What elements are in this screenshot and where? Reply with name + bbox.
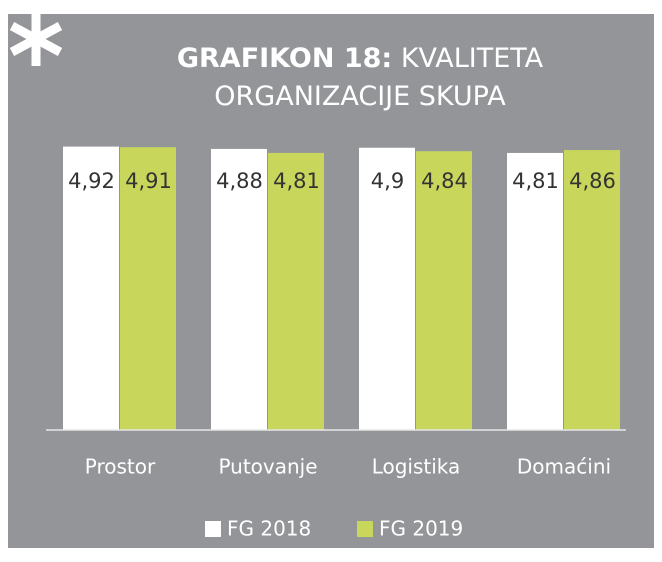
value-label: 4,92 [68, 169, 115, 193]
value-label: 4,81 [273, 169, 320, 193]
x-tick-label: Domaćini [517, 455, 611, 479]
value-label: 4,91 [125, 169, 172, 193]
title-label: GRAFIKON 18: [176, 43, 393, 74]
chart-title: GRAFIKON 18: KVALITETA ORGANIZACIJE SKUP… [150, 40, 570, 116]
x-tick-label: Prostor [85, 455, 156, 479]
value-label: 4,84 [421, 169, 468, 193]
legend-swatch [205, 521, 221, 537]
value-label: 4,9 [371, 169, 404, 193]
bar [63, 146, 119, 430]
asterisk-icon [9, 12, 63, 66]
bar [564, 150, 620, 430]
x-tick-label: Putovanje [218, 455, 317, 479]
bar [416, 151, 472, 430]
bar [359, 147, 415, 430]
bar [268, 152, 324, 430]
bar [211, 148, 267, 431]
value-label: 4,86 [569, 169, 616, 193]
bar [507, 152, 563, 430]
value-label: 4,88 [216, 169, 263, 193]
legend-label: FG 2019 [379, 517, 463, 541]
legend-label: FG 2018 [227, 517, 311, 541]
bar [120, 147, 176, 430]
x-tick-label: Logistika [372, 455, 461, 479]
title-text: KVALITETA ORGANIZACIJE SKUPA [214, 43, 544, 112]
value-label: 4,81 [512, 169, 559, 193]
legend-swatch [357, 521, 373, 537]
